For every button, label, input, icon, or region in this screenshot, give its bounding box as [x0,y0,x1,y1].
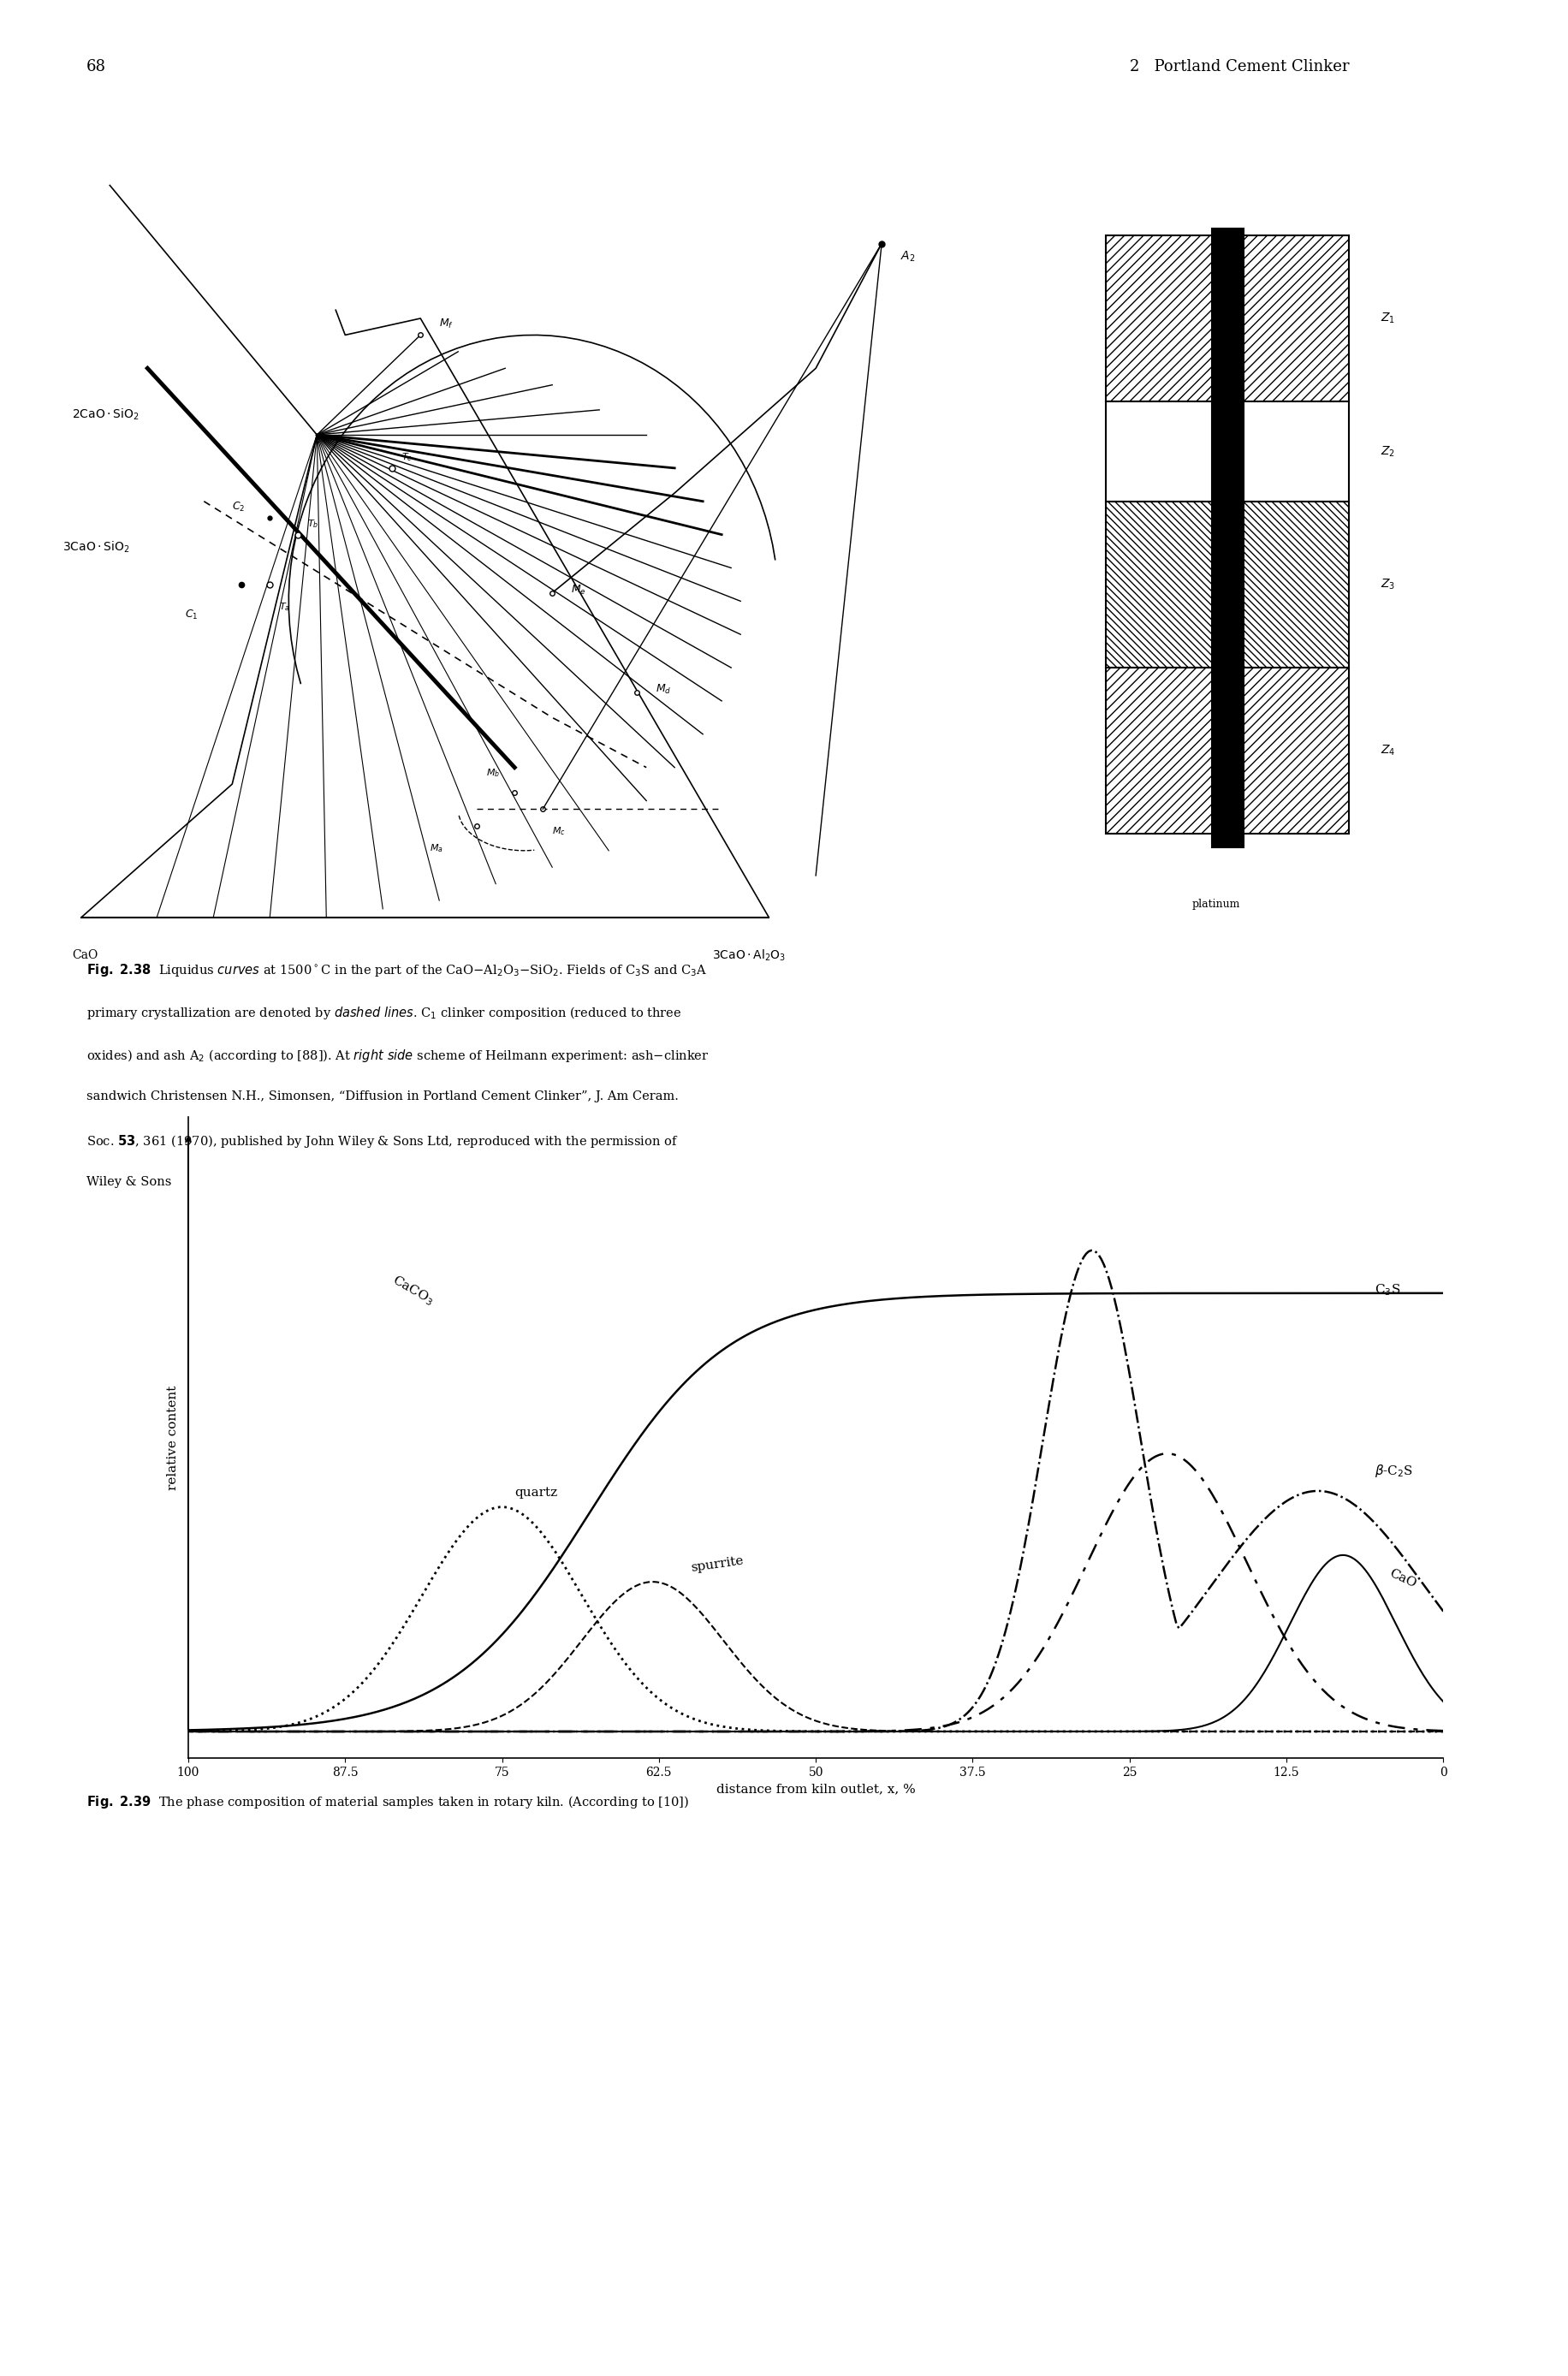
Text: $C_1$: $C_1$ [185,608,198,620]
Text: $M_c$: $M_c$ [552,824,566,836]
Text: $Z_3$: $Z_3$ [1380,577,1394,592]
Text: 2   Portland Cement Clinker: 2 Portland Cement Clinker [1129,59,1348,74]
Text: $T_c$: $T_c$ [401,451,412,463]
Text: C$_3$S: C$_3$S [1374,1283,1400,1297]
Text: Soc. $\bf{53}$, 361 (1970), published by John Wiley & Sons Ltd, reproduced with : Soc. $\bf{53}$, 361 (1970), published by… [86,1133,677,1150]
Text: $\bf{Fig.\ 2.38}$  Liquidus $\it{curves}$ at 1500$^\circ$C in the part of the Ca: $\bf{Fig.\ 2.38}$ Liquidus $\it{curves}$… [86,962,707,979]
Text: spurrite: spurrite [690,1554,745,1573]
Text: $Z_4$: $Z_4$ [1380,744,1394,758]
Text: 68: 68 [86,59,107,74]
Text: $\bf{Fig.\ 2.39}$  The phase composition of material samples taken in rotary kil: $\bf{Fig.\ 2.39}$ The phase composition … [86,1794,688,1811]
Text: CaCO$_3$: CaCO$_3$ [389,1271,436,1307]
Text: $M_a$: $M_a$ [430,841,444,853]
Bar [1105,402,1348,501]
Text: $\beta$-C$_2$S: $\beta$-C$_2$S [1374,1464,1413,1480]
Text: CaO: CaO [1386,1566,1417,1590]
Text: $M_f$: $M_f$ [439,318,453,330]
Text: $3\mathrm{CaO} \cdot \mathrm{Al_2O_3}$: $3\mathrm{CaO} \cdot \mathrm{Al_2O_3}$ [712,948,786,962]
Text: $3\mathrm{CaO} \cdot \mathrm{SiO_2}$: $3\mathrm{CaO} \cdot \mathrm{SiO_2}$ [63,539,130,556]
Text: $C_2$: $C_2$ [232,501,245,513]
Text: $2\mathrm{CaO} \cdot \mathrm{SiO_2}$: $2\mathrm{CaO} \cdot \mathrm{SiO_2}$ [72,406,140,423]
Text: CaO: CaO [72,950,99,962]
Text: sandwich Christensen N.H., Simonsen, “Diffusion in Portland Cement Clinker”, J. : sandwich Christensen N.H., Simonsen, “Di… [86,1091,677,1102]
Text: $Z_2$: $Z_2$ [1380,444,1394,459]
X-axis label: distance from kiln outlet, x, %: distance from kiln outlet, x, % [717,1784,914,1796]
Bar [1210,228,1243,848]
Text: $Z_1$: $Z_1$ [1380,311,1394,326]
Y-axis label: relative content: relative content [166,1385,179,1490]
Text: quartz: quartz [514,1487,557,1499]
Bar [1105,235,1348,402]
Text: $M_d$: $M_d$ [655,684,671,696]
Text: platinum: platinum [1192,898,1239,910]
Text: $M_e$: $M_e$ [571,584,586,596]
Text: Wiley & Sons: Wiley & Sons [86,1176,171,1188]
Text: $T_b$: $T_b$ [307,518,318,530]
Text: oxides) and ash A$_2$ (according to [88]). At $\it{right\ side}$ scheme of Heilm: oxides) and ash A$_2$ (according to [88]… [86,1048,709,1064]
Bar [1105,501,1348,668]
Bar [1105,668,1348,834]
Text: $A_2$: $A_2$ [900,249,916,264]
Text: $T_a$: $T_a$ [279,601,290,613]
Text: primary crystallization are denoted by $\it{dashed\ lines}$. C$_1$ clinker compo: primary crystallization are denoted by $… [86,1005,681,1022]
Text: $M_b$: $M_b$ [486,767,500,779]
